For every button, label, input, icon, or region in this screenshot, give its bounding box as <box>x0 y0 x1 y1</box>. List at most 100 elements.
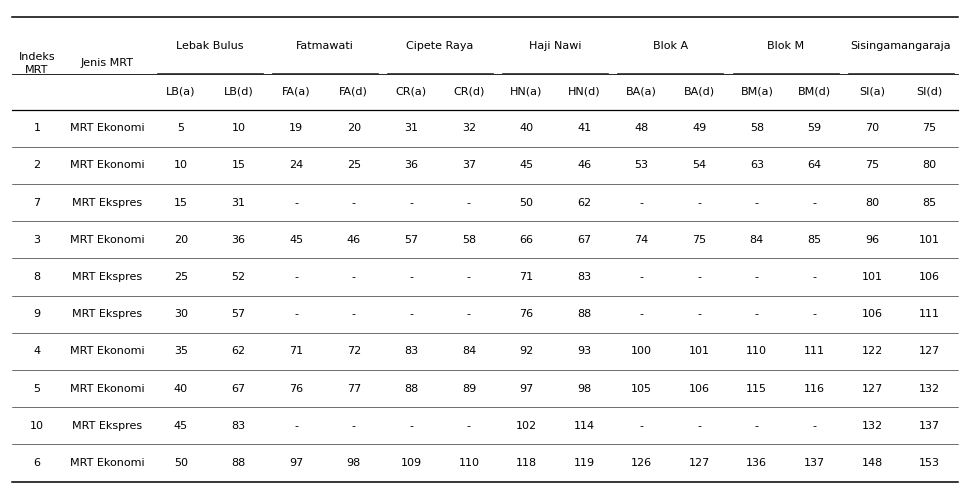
Text: 106: 106 <box>918 272 939 282</box>
Text: FA(a): FA(a) <box>282 87 310 97</box>
Text: 76: 76 <box>518 309 533 319</box>
Text: 24: 24 <box>289 161 303 170</box>
Text: -: - <box>409 421 413 431</box>
Text: -: - <box>466 198 470 207</box>
Text: 97: 97 <box>289 458 303 468</box>
Text: FA(d): FA(d) <box>339 87 368 97</box>
Text: MRT Ekonomi: MRT Ekonomi <box>70 384 144 394</box>
Text: 40: 40 <box>173 384 188 394</box>
Text: 84: 84 <box>461 346 476 357</box>
Text: 5: 5 <box>177 124 184 133</box>
Text: 50: 50 <box>519 198 533 207</box>
Text: 70: 70 <box>864 124 878 133</box>
Text: 48: 48 <box>634 124 648 133</box>
Text: -: - <box>466 421 470 431</box>
Text: 110: 110 <box>745 346 766 357</box>
Text: MRT Ekspres: MRT Ekspres <box>72 198 142 207</box>
Text: 127: 127 <box>918 346 939 357</box>
Text: 85: 85 <box>806 235 821 245</box>
Text: 127: 127 <box>688 458 709 468</box>
Text: 45: 45 <box>173 421 188 431</box>
Text: 132: 132 <box>918 384 939 394</box>
Text: -: - <box>754 272 758 282</box>
Text: LB(a): LB(a) <box>166 87 196 97</box>
Text: Cipete Raya: Cipete Raya <box>406 41 473 51</box>
Text: 101: 101 <box>860 272 882 282</box>
Text: 101: 101 <box>918 235 939 245</box>
Text: -: - <box>639 198 643 207</box>
Text: -: - <box>812 309 816 319</box>
Text: 31: 31 <box>404 124 418 133</box>
Text: 19: 19 <box>289 124 303 133</box>
Text: -: - <box>466 272 470 282</box>
Text: -: - <box>697 198 701 207</box>
Text: 119: 119 <box>573 458 594 468</box>
Text: LB(d): LB(d) <box>224 87 253 97</box>
Text: HN(d): HN(d) <box>567 87 600 97</box>
Text: 53: 53 <box>634 161 648 170</box>
Text: BM(a): BM(a) <box>739 87 772 97</box>
Text: 77: 77 <box>346 384 360 394</box>
Text: 126: 126 <box>631 458 651 468</box>
Text: 32: 32 <box>461 124 476 133</box>
Text: -: - <box>812 198 816 207</box>
Text: 46: 46 <box>346 235 360 245</box>
Text: 111: 111 <box>803 346 824 357</box>
Text: -: - <box>812 421 816 431</box>
Text: 106: 106 <box>688 384 709 394</box>
Text: 88: 88 <box>577 309 590 319</box>
Text: 25: 25 <box>173 272 188 282</box>
Text: -: - <box>466 309 470 319</box>
Text: -: - <box>754 309 758 319</box>
Text: BA(d): BA(d) <box>683 87 714 97</box>
Text: 2: 2 <box>33 161 41 170</box>
Text: 83: 83 <box>404 346 418 357</box>
Text: 148: 148 <box>860 458 882 468</box>
Text: 7: 7 <box>33 198 41 207</box>
Text: 98: 98 <box>346 458 360 468</box>
Text: 36: 36 <box>404 161 418 170</box>
Text: 118: 118 <box>516 458 537 468</box>
Text: Blok A: Blok A <box>652 41 687 51</box>
Text: 111: 111 <box>918 309 939 319</box>
Text: MRT Ekspres: MRT Ekspres <box>72 272 142 282</box>
Text: 63: 63 <box>749 161 763 170</box>
Text: -: - <box>352 198 356 207</box>
Text: -: - <box>294 421 297 431</box>
Text: -: - <box>697 309 701 319</box>
Text: 10: 10 <box>173 161 188 170</box>
Text: 83: 83 <box>577 272 590 282</box>
Text: -: - <box>639 272 643 282</box>
Text: 114: 114 <box>573 421 594 431</box>
Text: 58: 58 <box>749 124 764 133</box>
Text: 15: 15 <box>232 161 245 170</box>
Text: Indeks
MRT: Indeks MRT <box>18 52 55 75</box>
Text: 80: 80 <box>922 161 936 170</box>
Text: MRT Ekonomi: MRT Ekonomi <box>70 235 144 245</box>
Text: 122: 122 <box>860 346 882 357</box>
Text: 110: 110 <box>458 458 479 468</box>
Text: MRT Ekonomi: MRT Ekonomi <box>70 161 144 170</box>
Text: 71: 71 <box>518 272 533 282</box>
Text: 10: 10 <box>30 421 44 431</box>
Text: 62: 62 <box>232 346 245 357</box>
Text: -: - <box>409 309 413 319</box>
Text: 41: 41 <box>577 124 590 133</box>
Text: 8: 8 <box>33 272 41 282</box>
Text: 31: 31 <box>232 198 245 207</box>
Text: 30: 30 <box>173 309 188 319</box>
Text: 93: 93 <box>577 346 590 357</box>
Text: 136: 136 <box>745 458 766 468</box>
Text: 116: 116 <box>803 384 824 394</box>
Text: 64: 64 <box>806 161 821 170</box>
Text: 52: 52 <box>232 272 245 282</box>
Text: 36: 36 <box>232 235 245 245</box>
Text: BA(a): BA(a) <box>626 87 656 97</box>
Text: 137: 137 <box>918 421 939 431</box>
Text: 67: 67 <box>577 235 590 245</box>
Text: Fatmawati: Fatmawati <box>296 41 354 51</box>
Text: 10: 10 <box>232 124 245 133</box>
Text: 58: 58 <box>461 235 476 245</box>
Text: 45: 45 <box>518 161 533 170</box>
Text: 88: 88 <box>404 384 418 394</box>
